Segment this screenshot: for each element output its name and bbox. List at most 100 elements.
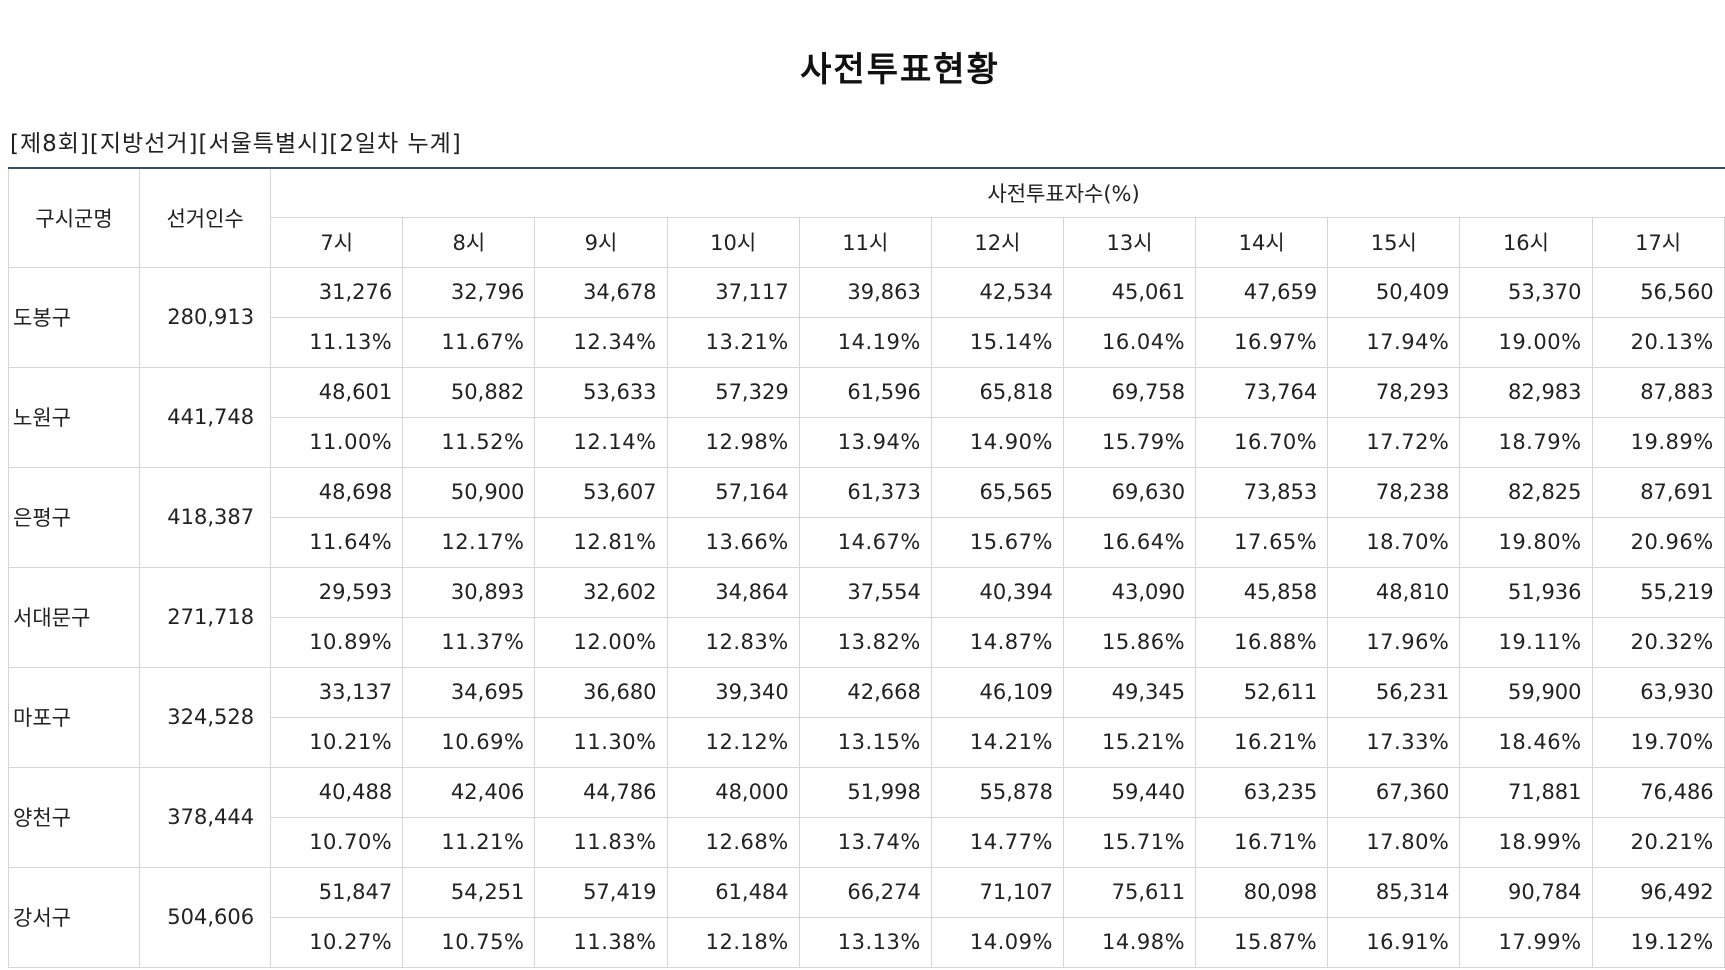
voter-count-cell: 75,611 <box>1062 866 1197 918</box>
voter-count-cell: 82,983 <box>1459 366 1593 418</box>
voter-count-cell: 45,061 <box>1062 266 1197 318</box>
early-vote-table-container[interactable]: 구시군명 선거인수 사전투표자수(%) 7시 8시 9시 10시 11시 12시 13시 14… <box>8 167 1725 970</box>
turnout-percent-cell: 14.67% <box>798 516 932 568</box>
electors-count: 418,387 <box>139 466 272 568</box>
voter-count-cell: 50,900 <box>402 466 536 518</box>
voter-count-cell: 53,607 <box>534 466 668 518</box>
header-hour: 16시 <box>1459 216 1593 268</box>
header-hour: 12시 <box>930 216 1064 268</box>
voter-count-cell: 42,406 <box>402 766 536 818</box>
table-row-percents: 10.21% 10.69% 11.30% 12.12% 13.15% 14.21% 15.2… <box>9 716 1725 768</box>
voter-count-cell: 48,601 <box>270 366 404 418</box>
voter-count-cell: 31,276 <box>270 266 404 318</box>
turnout-percent-cell: 10.89% <box>270 616 404 668</box>
voter-count-cell: 48,000 <box>666 766 800 818</box>
voter-count-cell: 36,680 <box>534 666 668 718</box>
voter-count-cell: 32,602 <box>534 566 668 618</box>
voter-count-cell: 87,883 <box>1591 366 1725 418</box>
voter-count-cell: 73,764 <box>1195 366 1329 418</box>
voter-count-cell: 48,810 <box>1327 566 1461 618</box>
turnout-percent-cell: 14.09% <box>930 916 1064 968</box>
electors-count: 378,444 <box>139 766 272 868</box>
turnout-percent-cell: 19.70% <box>1591 716 1725 768</box>
turnout-percent-cell: 11.64% <box>270 516 404 568</box>
turnout-percent-cell: 11.21% <box>402 816 536 868</box>
turnout-percent-cell: 10.21% <box>270 716 404 768</box>
voter-count-cell: 78,238 <box>1327 466 1461 518</box>
turnout-percent-cell: 16.91% <box>1327 916 1461 968</box>
turnout-percent-cell: 12.12% <box>666 716 800 768</box>
turnout-percent-cell: 19.00% <box>1459 316 1593 368</box>
turnout-percent-cell: 12.81% <box>534 516 668 568</box>
turnout-percent-cell: 16.04% <box>1062 316 1197 368</box>
turnout-percent-cell: 12.34% <box>534 316 668 368</box>
voter-count-cell: 42,534 <box>930 266 1064 318</box>
voter-count-cell: 50,409 <box>1327 266 1461 318</box>
district-name: 양천구 <box>8 766 141 868</box>
header-hour: 15시 <box>1327 216 1461 268</box>
turnout-percent-cell: 15.87% <box>1195 916 1329 968</box>
turnout-percent-cell: 15.21% <box>1062 716 1197 768</box>
table-row-counts: 은평구 418,387 48,698 50,900 53,607 57,164 61,373… <box>8 466 1725 568</box>
turnout-percent-cell: 20.32% <box>1591 616 1725 668</box>
voter-count-cell: 49,345 <box>1062 666 1197 718</box>
turnout-percent-cell: 13.13% <box>798 916 932 968</box>
header-hour: 13시 <box>1062 216 1197 268</box>
electors-count: 324,528 <box>139 666 272 768</box>
voter-count-cell: 47,659 <box>1195 266 1329 318</box>
header-hour: 10시 <box>666 216 800 268</box>
voter-count-cell: 90,784 <box>1459 866 1593 918</box>
voter-count-cell: 78,293 <box>1327 366 1461 418</box>
turnout-percent-cell: 14.98% <box>1062 916 1197 968</box>
voter-count-cell: 71,107 <box>930 866 1064 918</box>
turnout-percent-cell: 11.30% <box>534 716 668 768</box>
table-row-counts: 강서구 504,606 51,847 54,251 57,419 61,484 66,274… <box>8 866 1725 968</box>
turnout-percent-cell: 20.21% <box>1591 816 1725 868</box>
voter-count-cell: 66,274 <box>798 866 932 918</box>
turnout-percent-cell: 17.80% <box>1327 816 1461 868</box>
turnout-percent-cell: 11.67% <box>402 316 536 368</box>
voter-count-cell: 53,633 <box>534 366 668 418</box>
turnout-percent-cell: 10.69% <box>402 716 536 768</box>
voter-count-cell: 51,998 <box>798 766 932 818</box>
turnout-percent-cell: 13.82% <box>798 616 932 668</box>
voter-count-cell: 57,419 <box>534 866 668 918</box>
voter-count-cell: 37,117 <box>666 266 800 318</box>
header-district: 구시군명 <box>8 167 141 268</box>
voter-count-cell: 73,853 <box>1195 466 1329 518</box>
turnout-percent-cell: 11.52% <box>402 416 536 468</box>
table-header: 구시군명 선거인수 사전투표자수(%) 7시 8시 9시 10시 11시 12시 13시 14… <box>8 167 1725 268</box>
header-hour: 14시 <box>1195 216 1329 268</box>
turnout-percent-cell: 19.12% <box>1591 916 1725 968</box>
voter-count-cell: 42,668 <box>798 666 932 718</box>
voter-count-cell: 33,137 <box>270 666 404 718</box>
voter-count-cell: 65,565 <box>930 466 1064 518</box>
voter-count-cell: 61,596 <box>798 366 932 418</box>
electors-count: 504,606 <box>139 866 272 968</box>
voter-count-cell: 34,864 <box>666 566 800 618</box>
turnout-percent-cell: 10.75% <box>402 916 536 968</box>
voter-count-cell: 57,164 <box>666 466 800 518</box>
voter-count-cell: 40,488 <box>270 766 404 818</box>
turnout-percent-cell: 13.66% <box>666 516 800 568</box>
voter-count-cell: 50,882 <box>402 366 536 418</box>
voter-count-cell: 65,818 <box>930 366 1064 418</box>
voter-count-cell: 96,492 <box>1591 866 1725 918</box>
turnout-percent-cell: 15.71% <box>1062 816 1197 868</box>
voter-count-cell: 40,394 <box>930 566 1064 618</box>
turnout-percent-cell: 14.77% <box>930 816 1064 868</box>
voter-count-cell: 39,863 <box>798 266 932 318</box>
voter-count-cell: 56,560 <box>1591 266 1725 318</box>
voter-count-cell: 55,219 <box>1591 566 1725 618</box>
header-hour: 8시 <box>402 216 536 268</box>
turnout-percent-cell: 11.00% <box>270 416 404 468</box>
turnout-percent-cell: 12.14% <box>534 416 668 468</box>
table-row-counts: 양천구 378,444 40,488 42,406 44,786 48,000 51,998… <box>8 766 1725 868</box>
voter-count-cell: 67,360 <box>1327 766 1461 818</box>
turnout-percent-cell: 18.79% <box>1459 416 1593 468</box>
voter-count-cell: 43,090 <box>1062 566 1197 618</box>
header-hour: 7시 <box>270 216 404 268</box>
turnout-percent-cell: 12.00% <box>534 616 668 668</box>
voter-count-cell: 57,329 <box>666 366 800 418</box>
turnout-percent-cell: 14.19% <box>798 316 932 368</box>
